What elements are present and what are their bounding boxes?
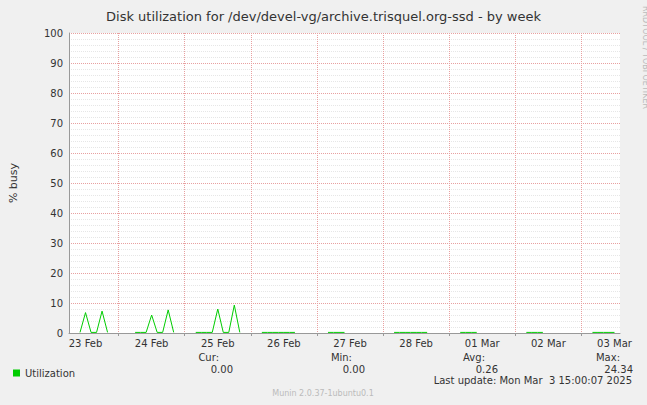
- svg-text:% busy: % busy: [7, 162, 20, 203]
- svg-text:01 Mar: 01 Mar: [465, 338, 501, 349]
- svg-text:20: 20: [50, 268, 63, 279]
- svg-text:0.00: 0.00: [211, 364, 233, 375]
- svg-text:100: 100: [44, 28, 63, 39]
- svg-text:24 Feb: 24 Feb: [135, 338, 169, 349]
- svg-text:Last update: Mon Mar 3 15:00:: Last update: Mon Mar 3 15:00:07 2025: [434, 375, 632, 386]
- svg-text:40: 40: [50, 208, 63, 219]
- svg-text:30: 30: [50, 238, 63, 249]
- svg-text:24.34: 24.34: [604, 364, 633, 375]
- svg-text:02 Mar: 02 Mar: [531, 338, 567, 349]
- svg-text:Cur:: Cur:: [198, 352, 219, 363]
- svg-text:Avg:: Avg:: [463, 352, 485, 363]
- svg-text:Disk utilization for /dev/deve: Disk utilization for /dev/devel-vg/archi…: [106, 9, 541, 24]
- svg-text:80: 80: [50, 88, 63, 99]
- svg-text:50: 50: [50, 178, 63, 189]
- svg-text:0: 0: [57, 328, 63, 339]
- svg-text:25 Feb: 25 Feb: [201, 338, 235, 349]
- svg-text:0.26: 0.26: [476, 364, 498, 375]
- svg-text:Max:: Max:: [596, 352, 620, 363]
- svg-text:03 Mar: 03 Mar: [597, 338, 633, 349]
- svg-text:Munin 2.0.37-1ubuntu0.1: Munin 2.0.37-1ubuntu0.1: [272, 389, 374, 398]
- svg-text:Min:: Min:: [331, 352, 352, 363]
- svg-text:10: 10: [50, 298, 63, 309]
- svg-text:Utilization: Utilization: [25, 368, 75, 379]
- svg-text:70: 70: [50, 118, 63, 129]
- svg-text:27 Feb: 27 Feb: [333, 338, 367, 349]
- svg-text:0.00: 0.00: [343, 364, 365, 375]
- svg-text:23 Feb: 23 Feb: [69, 338, 103, 349]
- svg-text:60: 60: [50, 148, 63, 159]
- svg-text:26 Feb: 26 Feb: [267, 338, 301, 349]
- svg-text:RRDTOOL / TOBI OETIKER: RRDTOOL / TOBI OETIKER: [641, 6, 647, 109]
- svg-text:28 Feb: 28 Feb: [399, 338, 433, 349]
- svg-text:90: 90: [50, 58, 63, 69]
